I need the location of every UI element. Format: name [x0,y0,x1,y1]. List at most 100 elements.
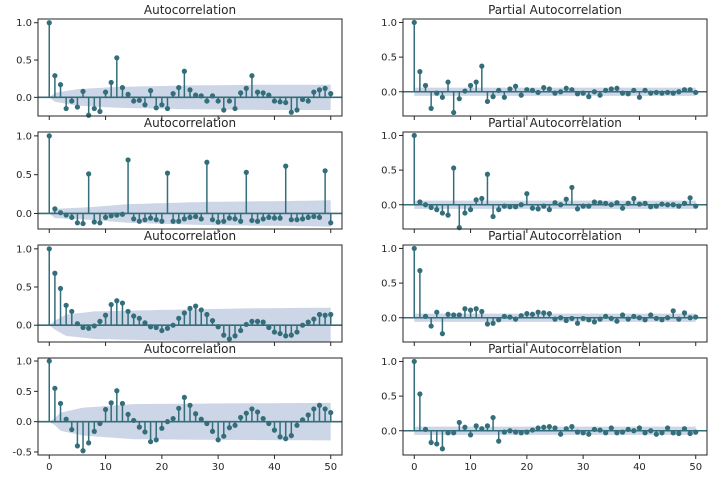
marker-lag-21 [529,311,536,317]
marker-lag-17 [142,217,148,223]
marker-lag-13 [484,171,491,177]
chart-title: Autocorrelation [144,116,236,130]
xtick-label: 10 [464,462,477,473]
marker-lag-25 [187,305,193,311]
marker-lag-46 [670,202,676,208]
marker-lag-20 [524,87,530,93]
marker-lag-37 [254,409,261,415]
marker-lag-19 [518,92,524,98]
marker-lag-36 [249,217,255,224]
marker-lag-7 [86,325,92,331]
marker-lag-36 [614,200,620,206]
marker-lag-34 [238,414,244,421]
marker-lag-2 [422,313,429,319]
marker-lag-42 [283,333,289,339]
marker-lag-26 [193,213,199,220]
marker-lag-41 [277,434,283,440]
marker-lag-7 [451,312,457,318]
marker-lag-38 [625,426,631,432]
marker-lag-44 [294,329,300,335]
marker-lag-35 [243,85,249,91]
marker-lag-39 [266,214,272,220]
xtick-label: 0 [46,462,52,473]
marker-lag-1 [52,385,58,391]
marker-lag-6 [80,324,86,331]
marker-lag-31 [221,107,227,113]
marker-lag-33 [597,200,603,206]
marker-lag-26 [558,431,564,437]
marker-lag-50 [693,203,699,209]
marker-lag-39 [266,324,272,331]
marker-lag-29 [574,91,581,97]
marker-lag-28 [569,87,575,93]
marker-lag-11 [473,423,479,429]
marker-lag-17 [507,314,513,320]
marker-lag-28 [204,159,210,165]
marker-lag-3 [63,302,69,308]
marker-lag-42 [648,90,654,96]
ytick-label: 0.5 [16,387,32,398]
marker-lag-22 [535,309,541,315]
marker-lag-3 [428,323,434,329]
marker-lag-23 [176,85,182,91]
marker-lag-10 [102,89,109,95]
marker-lag-26 [558,202,564,208]
marker-lag-34 [238,327,244,334]
chart-title: Autocorrelation [144,342,236,356]
ytick-label: 0.5 [381,279,397,290]
marker-lag-41 [642,200,648,206]
marker-lag-16 [501,94,507,100]
marker-lag-4 [434,90,440,96]
marker-lag-10 [467,307,474,313]
marker-lag-8 [456,312,462,318]
marker-lag-30 [215,219,221,225]
marker-lag-39 [266,92,272,98]
marker-lag-6 [445,79,451,85]
marker-lag-5 [74,104,81,110]
marker-lag-5 [439,331,446,337]
ytick-label: 0.0 [381,313,397,324]
marker-lag-15 [496,438,502,444]
marker-lag-24 [181,216,187,222]
marker-lag-15 [496,87,502,93]
marker-lag-13 [119,300,126,306]
marker-lag-47 [311,89,317,95]
ytick-label: 1.0 [381,357,397,368]
marker-lag-11 [108,301,114,308]
marker-lag-20 [524,191,530,197]
marker-lag-14 [125,308,131,315]
marker-lag-38 [625,316,631,322]
marker-lag-16 [501,313,507,319]
marker-lag-35 [608,86,614,92]
marker-lag-40 [636,201,643,207]
marker-lag-6 [80,448,86,454]
marker-lag-1 [417,69,423,75]
marker-lag-46 [305,98,311,104]
marker-lag-17 [507,428,513,434]
marker-lag-8 [456,96,462,102]
marker-lag-50 [693,314,699,320]
marker-lag-45 [299,417,306,423]
marker-lag-18 [147,324,154,330]
marker-lag-43 [288,109,294,115]
marker-lag-38 [625,200,631,206]
marker-lag-38 [260,216,266,222]
marker-lag-1 [417,268,423,274]
marker-lag-36 [614,318,620,324]
marker-lag-0 [411,132,417,139]
marker-lag-2 [57,400,64,407]
marker-lag-17 [142,320,148,326]
marker-lag-11 [108,79,114,86]
marker-lag-28 [204,420,210,427]
marker-lag-30 [580,430,586,436]
marker-lag-44 [294,107,300,113]
marker-lag-5 [439,210,446,216]
marker-lag-1 [417,391,423,397]
chart-title: Partial Autocorrelation [488,229,622,243]
marker-lag-21 [529,427,536,433]
marker-lag-44 [659,201,665,207]
marker-lag-26 [193,92,199,98]
ytick-label: 0.5 [381,53,397,64]
marker-lag-6 [80,88,86,94]
